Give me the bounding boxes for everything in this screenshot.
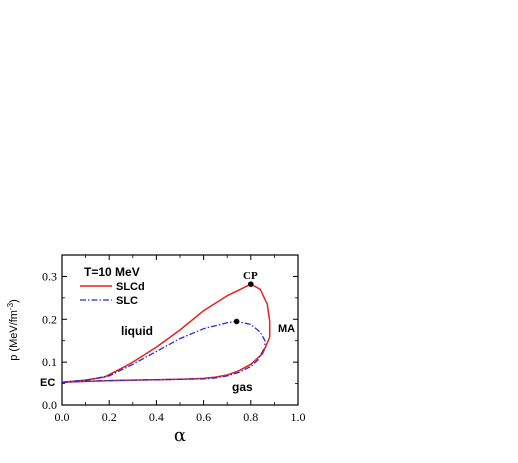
x-tick-label: 0.6 [196, 410, 211, 424]
axis-ticks [61, 255, 299, 406]
annotation-cp: CP [243, 270, 258, 282]
annotation-ma: MA [278, 323, 295, 335]
legend: T=10 MeV SLCd SLC [80, 265, 145, 307]
axis-tick-labels: 0.0 0.2 0.4 0.6 0.8 1.0 0.0 0.1 0.2 0.3 [42, 269, 306, 424]
x-tick-label: 1.0 [291, 410, 306, 424]
x-tick-label: 0.4 [149, 410, 164, 424]
series-slc-lower-branch [61, 346, 266, 383]
critical-points [233, 281, 254, 325]
y-tick-label: 0.1 [42, 355, 57, 369]
critical-point-slc [233, 318, 240, 325]
y-tick-label: 0.2 [42, 312, 57, 326]
series-slc-upper-branch [61, 320, 266, 383]
x-axis-label: α [174, 425, 186, 446]
x-tick-label: 0.0 [55, 410, 70, 424]
series-slcd-lower-branch [61, 337, 271, 384]
series-slcd-upper-branch [61, 283, 271, 384]
legend-label-slc: SLC [116, 295, 138, 307]
series-lines [61, 283, 271, 384]
x-tick-label: 0.8 [243, 410, 258, 424]
legend-heading: T=10 MeV [84, 265, 140, 279]
y-axis-label: p (MeV/fm-3) [6, 299, 20, 361]
legend-label-slcd: SLCd [116, 281, 145, 293]
y-tick-label: 0.0 [42, 398, 57, 412]
critical-point-slcd [248, 281, 254, 287]
y-tick-label: 0.3 [42, 269, 57, 283]
x-tick-label: 0.2 [102, 410, 117, 424]
annotation-liquid: liquid [121, 324, 153, 338]
annotation-gas: gas [232, 380, 253, 394]
annotation-ec: EC [40, 377, 55, 389]
